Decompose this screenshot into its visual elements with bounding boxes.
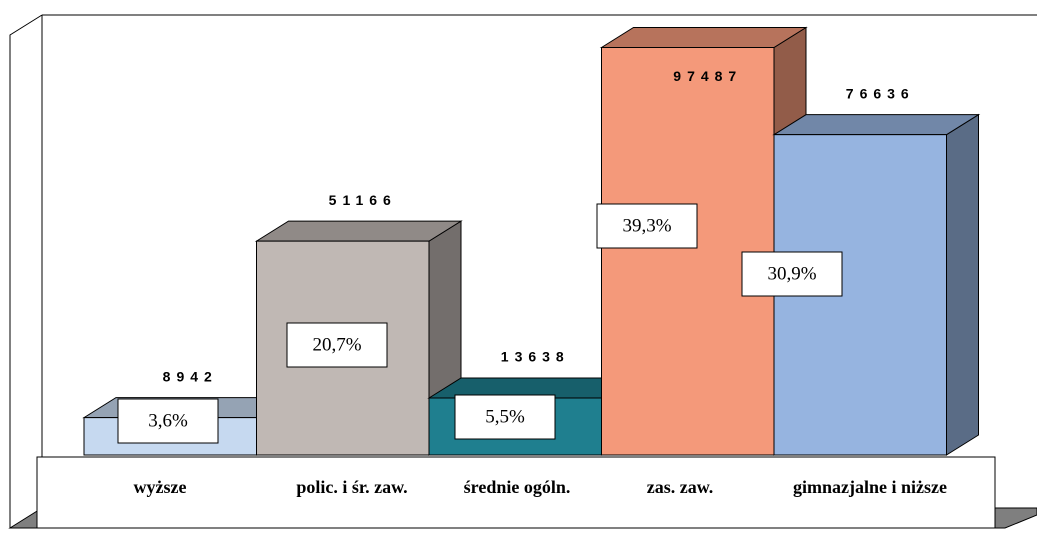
share-box: [286, 322, 388, 368]
share-box: [454, 394, 556, 440]
x-tick-label: średnie ogóln.: [464, 477, 571, 497]
x-tick-label: zas. zaw.: [647, 477, 714, 497]
value-label: 8942: [163, 368, 218, 384]
share-box: [117, 398, 219, 444]
share-box: [741, 251, 843, 297]
bar: [601, 47, 775, 456]
share-box: [596, 203, 698, 249]
side-wall: [9, 14, 43, 528]
share-label: 39,3%: [622, 215, 671, 236]
category-box: [36, 456, 996, 529]
share-label: 30,9%: [767, 263, 816, 284]
share-label: 5,5%: [485, 406, 525, 427]
value-label: 76636: [846, 85, 915, 101]
value-label: 13638: [501, 349, 570, 365]
labels: 8942 3,6% wyższe 51166 20,7% polic. i śr. zaw…: [117, 68, 947, 497]
share-label: 20,7%: [312, 334, 361, 355]
x-tick-label: gimnazjalne i niższe: [793, 477, 947, 497]
value-label: 51166: [329, 192, 397, 208]
bar-side: [946, 113, 979, 456]
x-tick-label: wyższe: [134, 477, 187, 497]
x-tick-label: polic. i śr. zaw.: [296, 477, 407, 497]
bar-top: [599, 27, 808, 49]
value-label: 97487: [673, 68, 742, 84]
bar-top: [254, 220, 463, 242]
bar-top: [772, 114, 981, 136]
share-label: 3,6%: [148, 410, 188, 431]
